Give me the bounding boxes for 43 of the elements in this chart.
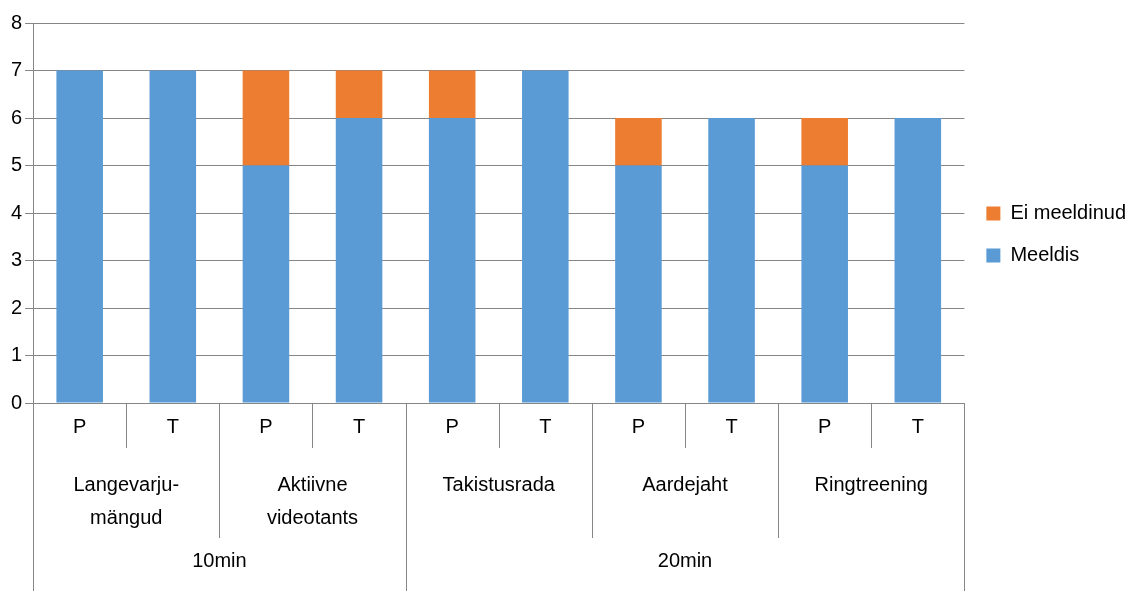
text: Takistusrada xyxy=(442,472,556,495)
x-tick-label: P xyxy=(818,414,832,437)
bar xyxy=(428,118,476,403)
bar xyxy=(335,118,383,403)
bar xyxy=(242,165,290,403)
text: 10min xyxy=(192,548,247,571)
y-tick-label: 8 xyxy=(11,10,23,33)
bar xyxy=(894,118,942,403)
bar xyxy=(335,70,383,118)
text: Aktiivne videotants xyxy=(266,472,359,528)
bar xyxy=(801,118,848,166)
bar xyxy=(522,70,569,403)
x-tick-label: T xyxy=(166,414,179,437)
y-tick-label: 3 xyxy=(11,248,23,271)
x-tick-label: T xyxy=(725,414,738,437)
y-tick-label: 5 xyxy=(11,153,23,176)
bar xyxy=(801,165,848,403)
legend-label: Ei meeldinud xyxy=(1010,201,1126,224)
bar xyxy=(56,70,103,403)
bar xyxy=(149,70,197,403)
text: Langevarju-mängud xyxy=(73,472,180,528)
x-tick-label: T xyxy=(352,414,366,437)
text: 20min xyxy=(657,548,713,571)
bar xyxy=(708,118,755,403)
y-tick-label: 7 xyxy=(11,58,23,81)
legend-label: Meeldis xyxy=(1010,243,1080,266)
y-tick-label: 4 xyxy=(11,200,23,223)
y-tick-label: 0 xyxy=(11,390,23,413)
bar xyxy=(242,70,290,166)
x-tick-label: P xyxy=(259,414,273,437)
x-tick-label: T xyxy=(539,414,552,437)
bar xyxy=(615,165,662,403)
y-tick-label: 2 xyxy=(11,295,23,318)
bar xyxy=(615,118,662,166)
bar xyxy=(428,70,476,118)
x-tick-label: T xyxy=(911,414,924,437)
text: Aardejaht xyxy=(642,472,729,495)
x-tick-label: P xyxy=(445,414,459,437)
text: Ringtreening xyxy=(814,472,928,495)
x-tick-label: P xyxy=(631,414,646,437)
y-tick-label: 1 xyxy=(11,343,23,366)
x-tick-label: P xyxy=(73,414,87,437)
y-tick-label: 6 xyxy=(11,105,23,128)
